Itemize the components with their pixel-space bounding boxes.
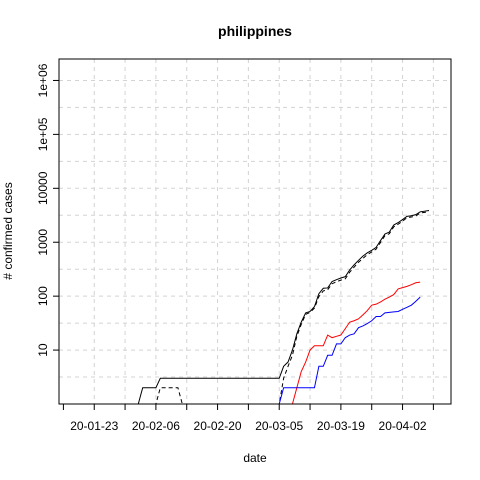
y-tick-label: 10 (36, 343, 50, 357)
x-tick-label: 20-03-19 (317, 419, 365, 433)
y-tick-label: 100 (36, 286, 50, 306)
y-tick-label: 10000 (36, 171, 50, 205)
series-line-4 (125, 296, 421, 405)
y-tick-label: 1000 (36, 229, 50, 256)
y-tick-label: 1e+06 (36, 63, 50, 97)
y-tick-label: 1e+05 (36, 117, 50, 151)
x-tick-label: 20-02-20 (194, 419, 242, 433)
x-tick-label: 20-03-05 (255, 419, 303, 433)
x-tick-label: 20-04-02 (379, 419, 427, 433)
y-axis-label: # confirmed cases (1, 182, 15, 279)
series-layer (125, 210, 430, 405)
series-line-3 (125, 281, 421, 405)
series-line-1 (125, 210, 430, 405)
chart-title: philippines (218, 23, 292, 39)
x-tick-label: 20-02-06 (132, 419, 180, 433)
x-axis-label: date (243, 451, 267, 465)
series-line-2 (125, 211, 430, 405)
axes: 20-01-23 20-02-06 20-02-20 20-03-05 20-03-19… (36, 63, 434, 433)
plot-frame (58, 58, 452, 405)
x-tick-label: 20-01-23 (70, 419, 118, 433)
